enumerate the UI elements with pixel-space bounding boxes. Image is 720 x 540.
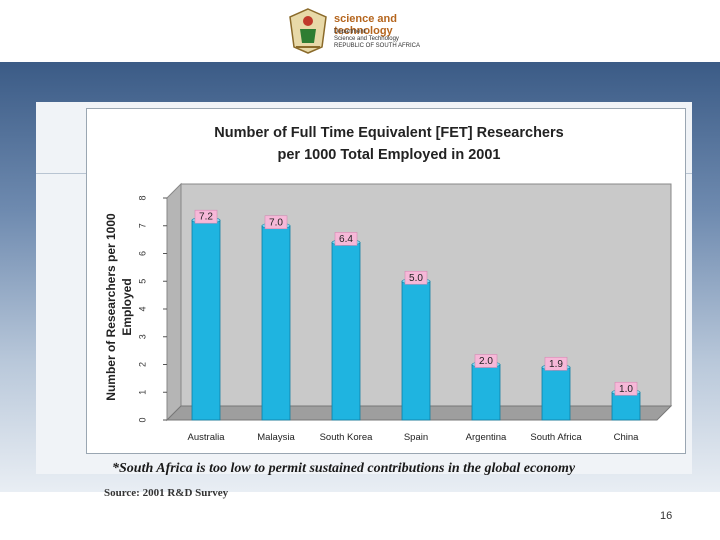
y-tick-label: 6 [137,251,147,256]
data-label: 2.0 [479,356,493,367]
header-band: science and technology Department: Scien… [0,0,720,62]
data-label: 1.0 [619,384,633,395]
data-label-box [334,232,358,246]
side-wall [166,182,182,422]
coat-of-arms-icon [289,8,327,54]
bar-chart: Number of Full Time Equivalent [FET] Res… [104,125,673,443]
dst-logo: science and technology Department: Scien… [286,7,446,57]
bar [261,225,291,421]
bar [471,364,501,421]
y-axis-label-line1: Number of Researchers per 1000 [104,213,118,401]
data-label: 5.0 [409,273,423,284]
logo-title: science and technology [334,13,397,37]
x-tick-label: South Africa [530,432,582,443]
data-label-box [474,354,498,368]
logo-subtitle-line: Science and Technology [334,36,399,42]
data-label-box [194,209,218,224]
data-label: 6.4 [339,234,353,245]
x-tick-label: Australia [188,432,226,443]
y-tick-label: 4 [137,306,147,311]
logo-subtitle-line: REPUBLIC OF SOUTH AFRICA [334,43,421,49]
logo-subtitle: Department: Science and Technology REPUB… [334,29,444,50]
x-tick-label: Argentina [466,432,507,443]
y-axis-label-line2: Employed [120,278,134,335]
x-tick-label: China [614,432,640,443]
chart-title-line2: per 1000 Total Employed in 2001 [278,147,501,163]
y-tick-label: 0 [137,417,147,422]
chart-container: Number of Full Time Equivalent [FET] Res… [86,108,686,454]
bar [541,366,571,421]
data-label-box [544,356,568,371]
chart-title-line1: Number of Full Time Equivalent [FET] Res… [214,125,563,141]
bar [611,391,641,421]
y-tick-label: 7 [137,223,147,228]
bar [331,241,361,421]
data-label: 1.9 [549,359,563,370]
y-tick-label: 5 [137,279,147,284]
x-tick-label: Spain [404,432,428,443]
data-label: 7.0 [269,217,283,228]
y-tick-label: 1 [137,390,147,395]
bar [401,280,431,421]
data-label-box [404,270,428,285]
y-tick-label: 2 [137,362,147,367]
y-tick-label: 3 [137,334,147,339]
x-tick-label: Malaysia [257,432,295,443]
page-number: 16 [660,510,673,522]
bar [191,219,221,421]
x-tick-label: South Korea [320,432,374,443]
data-label-box [614,381,638,396]
plot-area: 0 1 2 3 4 5 6 7 8 7.2 Australia 7.0 Malaysia 6.4 South… [137,182,673,443]
logo-subtitle-line: Department: [334,29,368,35]
data-label-box [264,215,288,230]
data-label: 7.2 [199,212,213,223]
source-note: Source: 2001 R&D Survey [104,487,229,499]
y-tick-label: 8 [137,195,147,200]
footnote: *South Africa is too low to permit susta… [112,461,576,476]
